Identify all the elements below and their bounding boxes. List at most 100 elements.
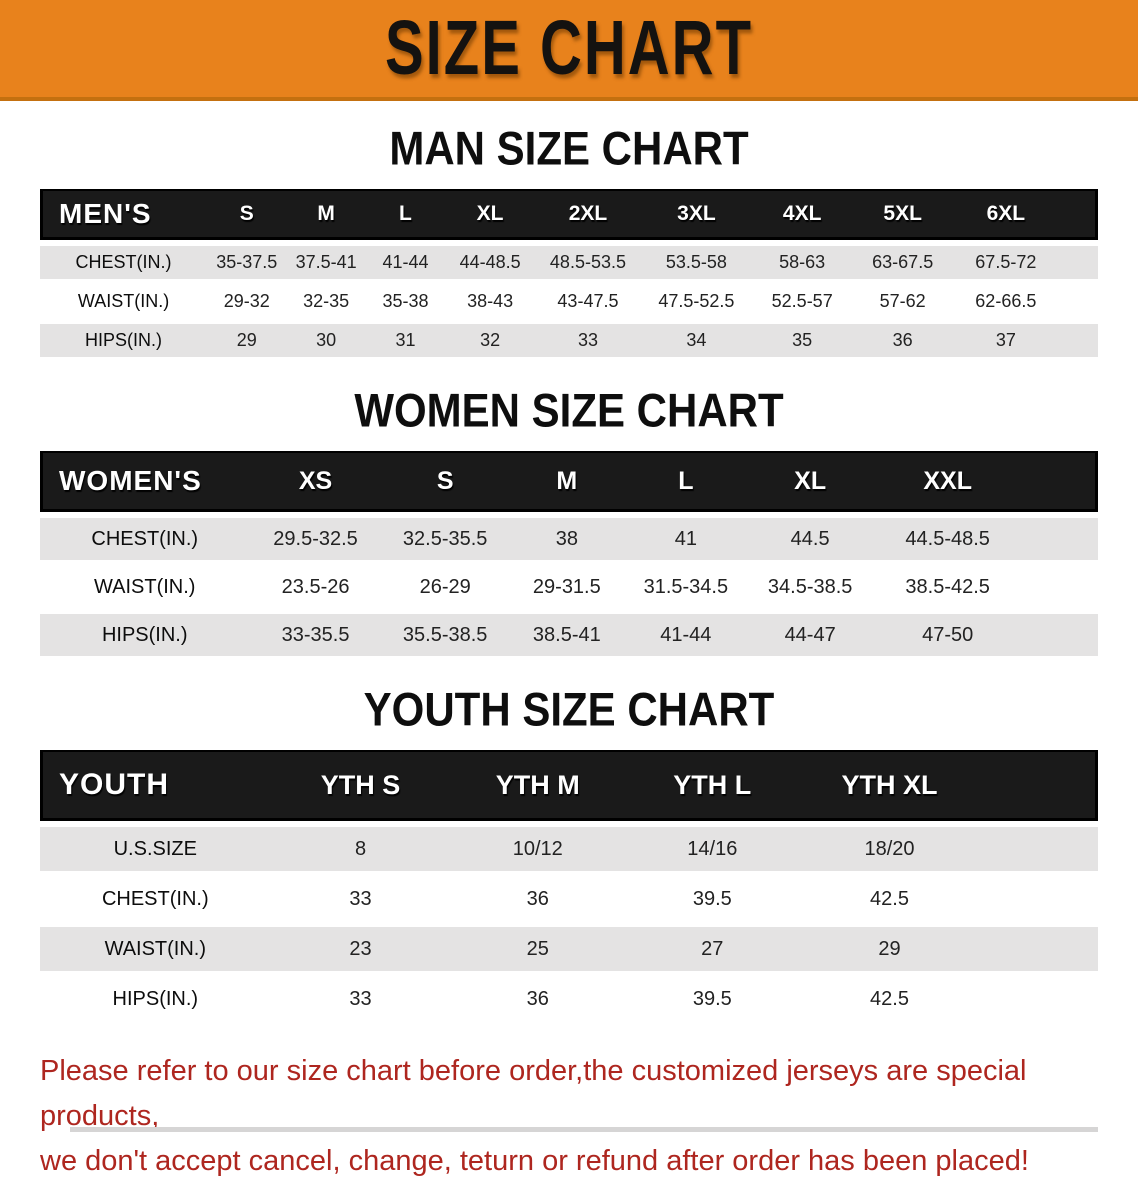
table-row: WAIST(IN.) 23 25 27 29: [40, 927, 1098, 971]
size-value-cell: 32: [445, 324, 536, 357]
table-row: CHEST(IN.) 33 36 39.5 42.5: [40, 877, 1098, 921]
table-row: CHEST(IN.) 35-37.5 37.5-41 41-44 44-48.5 48.5…: [40, 246, 1098, 279]
size-value-cell: 29-31.5: [508, 566, 626, 608]
size-value-cell: 35-38: [365, 285, 446, 318]
row-filler-cell: [1021, 518, 1098, 560]
size-column-header: 2XL: [535, 189, 641, 240]
row-filler-cell: [979, 877, 1098, 921]
size-column-header: XS: [249, 451, 382, 512]
size-value-cell: 34.5-38.5: [746, 566, 874, 608]
row-label: WAIST(IN.): [40, 566, 250, 608]
size-value-cell: 14/16: [625, 827, 800, 871]
youth-table-body: U.S.SIZE 8 10/12 14/16 18/20 CHEST(IN.) 33 36 39…: [40, 827, 1098, 1021]
women-table-header: WOMEN'S XS S M L XL XXL: [40, 451, 1098, 512]
header-filler-cell: [979, 750, 1098, 821]
size-value-cell: 35.5-38.5: [381, 614, 509, 656]
size-value-cell: 42.5: [799, 977, 980, 1021]
size-value-cell: 29: [207, 324, 287, 357]
size-value-cell: 32.5-35.5: [381, 518, 509, 560]
size-value-cell: 53.5-58: [640, 246, 752, 279]
header-filler-cell: [1058, 189, 1098, 240]
size-column-header: M: [508, 451, 626, 512]
size-column-header: YTH M: [450, 750, 626, 821]
size-column-header: YTH XL: [799, 750, 980, 821]
row-label: U.S.SIZE: [40, 827, 271, 871]
women-section-heading: WOMEN SIZE CHART: [354, 384, 784, 437]
size-value-cell: 33: [270, 877, 451, 921]
youth-section-heading: YOUTH SIZE CHART: [363, 683, 775, 736]
size-value-cell: 31.5-34.5: [625, 566, 747, 608]
size-value-cell: 39.5: [625, 977, 800, 1021]
row-filler-cell: [979, 927, 1098, 971]
size-value-cell: 37: [952, 324, 1059, 357]
women-size-section: WOMEN SIZE CHART WOMEN'S XS S M L XL XXL CHEST…: [0, 384, 1138, 662]
size-column-header: M: [286, 189, 366, 240]
size-value-cell: 52.5-57: [751, 285, 853, 318]
size-column-header: 6XL: [952, 189, 1059, 240]
table-row: WAIST(IN.) 29-32 32-35 35-38 38-43 43-47.5 47.…: [40, 285, 1098, 318]
women-size-table: WOMEN'S XS S M L XL XXL CHEST(IN.) 29.5-32.5 32.…: [40, 445, 1098, 662]
size-column-header: YTH L: [625, 750, 800, 821]
size-value-cell: 47-50: [873, 614, 1022, 656]
size-value-cell: 8: [270, 827, 451, 871]
size-value-cell: 23.5-26: [249, 566, 382, 608]
size-column-header: 5XL: [852, 189, 953, 240]
row-filler-cell: [1058, 285, 1098, 318]
size-value-cell: 30: [286, 324, 366, 357]
size-value-cell: 44.5: [746, 518, 874, 560]
size-column-header: L: [625, 451, 747, 512]
size-value-cell: 25: [450, 927, 626, 971]
row-label: HIPS(IN.): [40, 614, 250, 656]
table-corner-label: YOUTH: [40, 750, 271, 821]
men-table-body: CHEST(IN.) 35-37.5 37.5-41 41-44 44-48.5 48.5…: [40, 246, 1098, 357]
row-label: WAIST(IN.): [40, 285, 208, 318]
size-value-cell: 36: [450, 877, 626, 921]
size-value-cell: 33-35.5: [249, 614, 382, 656]
row-filler-cell: [1058, 246, 1098, 279]
size-value-cell: 38: [508, 518, 626, 560]
size-chart-banner: SIZE CHART: [0, 0, 1138, 101]
table-row: U.S.SIZE 8 10/12 14/16 18/20: [40, 827, 1098, 871]
size-value-cell: 63-67.5: [852, 246, 953, 279]
size-value-cell: 29: [799, 927, 980, 971]
men-size-section: MAN SIZE CHART MEN'S S M L XL 2XL 3XL 4XL 5XL 6XL…: [0, 122, 1138, 363]
row-filler-cell: [1058, 324, 1098, 357]
size-value-cell: 10/12: [450, 827, 626, 871]
size-value-cell: 36: [450, 977, 626, 1021]
size-value-cell: 62-66.5: [952, 285, 1059, 318]
row-filler-cell: [979, 977, 1098, 1021]
footnote-line1: Please refer to our size chart before or…: [40, 1055, 1027, 1132]
row-label: CHEST(IN.): [40, 518, 250, 560]
banner-title: SIZE CHART: [385, 5, 753, 92]
size-value-cell: 47.5-52.5: [640, 285, 752, 318]
row-filler-cell: [1021, 614, 1098, 656]
size-value-cell: 39.5: [625, 877, 800, 921]
table-corner-label: WOMEN'S: [40, 451, 250, 512]
table-row: HIPS(IN.) 29 30 31 32 33 34 35 36 37: [40, 324, 1098, 357]
header-filler-cell: [1021, 451, 1098, 512]
size-column-header: YTH S: [270, 750, 451, 821]
youth-table-header: YOUTH YTH S YTH M YTH L YTH XL: [40, 750, 1098, 821]
size-column-header: 3XL: [640, 189, 752, 240]
women-table-body: CHEST(IN.) 29.5-32.5 32.5-35.5 38 41 44.5 44.5…: [40, 518, 1098, 656]
table-corner-label: MEN'S: [40, 189, 208, 240]
size-value-cell: 37.5-41: [286, 246, 366, 279]
table-row: HIPS(IN.) 33 36 39.5 42.5: [40, 977, 1098, 1021]
table-header-row: YOUTH YTH S YTH M YTH L YTH XL: [40, 750, 1098, 821]
size-value-cell: 32-35: [286, 285, 366, 318]
size-value-cell: 29.5-32.5: [249, 518, 382, 560]
men-table-header: MEN'S S M L XL 2XL 3XL 4XL 5XL 6XL: [40, 189, 1098, 240]
order-policy-footnote: Please refer to our size chart before or…: [40, 1049, 1108, 1184]
size-value-cell: 44-47: [746, 614, 874, 656]
size-value-cell: 57-62: [852, 285, 953, 318]
footnote-line2: we don't accept cancel, change, teturn o…: [40, 1145, 1029, 1177]
size-value-cell: 27: [625, 927, 800, 971]
size-column-header: S: [207, 189, 287, 240]
size-value-cell: 34: [640, 324, 752, 357]
size-value-cell: 18/20: [799, 827, 980, 871]
table-row: WAIST(IN.) 23.5-26 26-29 29-31.5 31.5-34.5 34…: [40, 566, 1098, 608]
size-value-cell: 26-29: [381, 566, 509, 608]
table-row: CHEST(IN.) 29.5-32.5 32.5-35.5 38 41 44.5 44.5…: [40, 518, 1098, 560]
size-value-cell: 43-47.5: [535, 285, 641, 318]
row-label: CHEST(IN.): [40, 246, 208, 279]
